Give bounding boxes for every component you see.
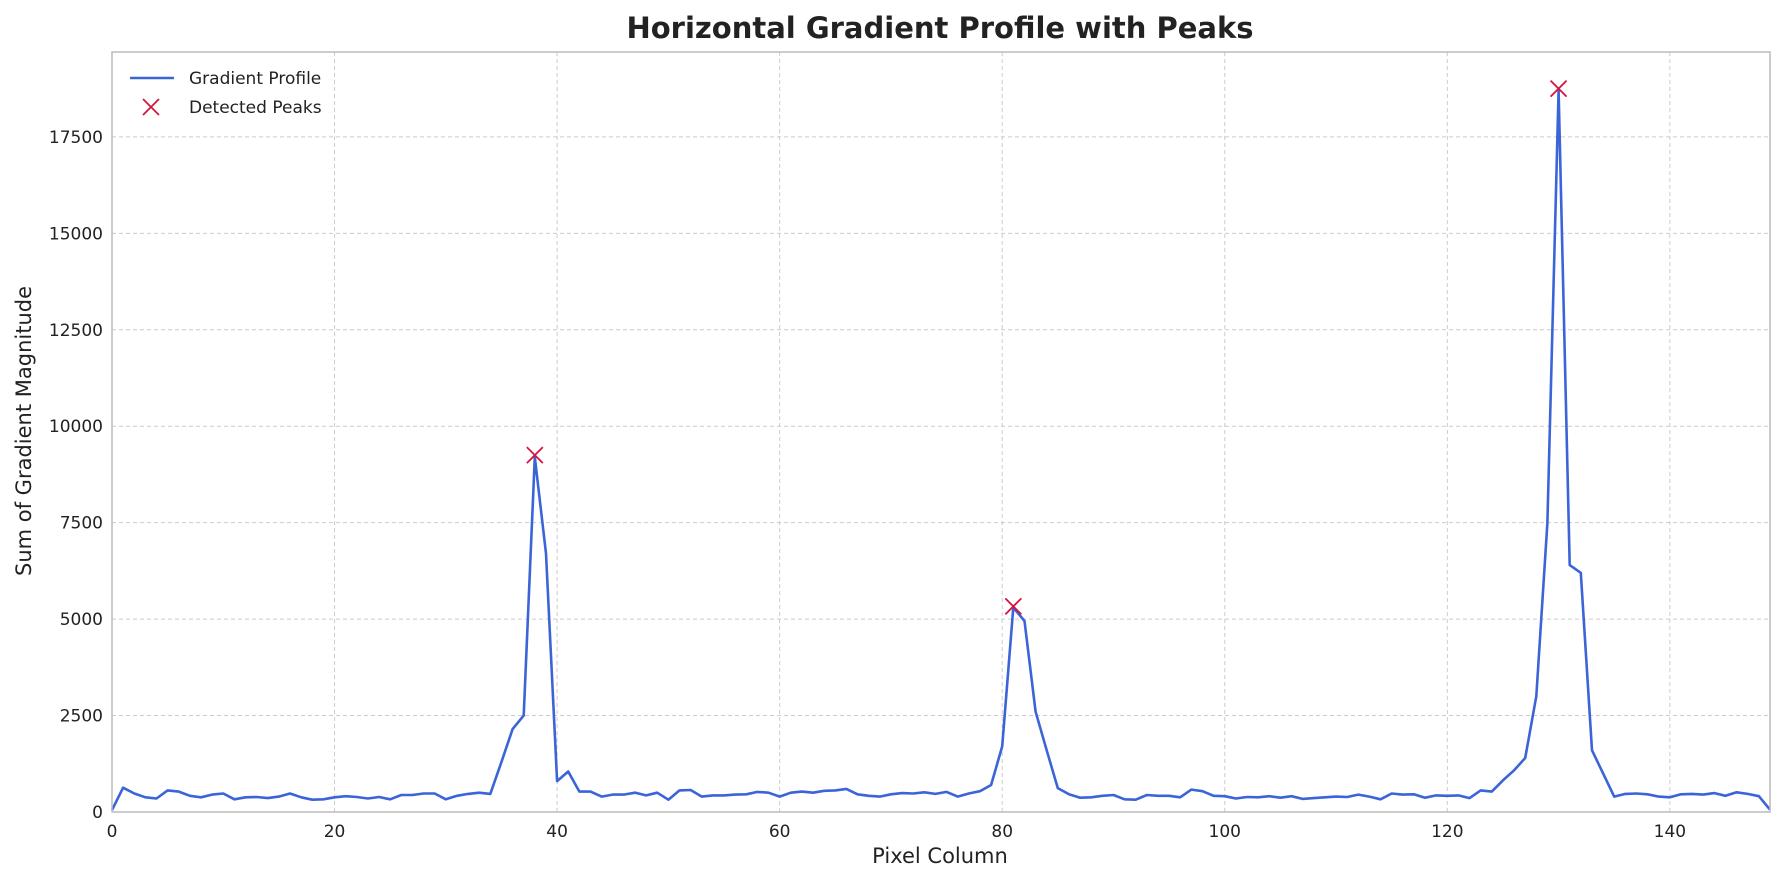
x-tick-label: 0 <box>107 822 118 842</box>
x-tick-label: 60 <box>769 822 791 842</box>
peak-marker <box>1004 597 1022 616</box>
legend-label-gradient-profile: Gradient Profile <box>189 69 321 89</box>
y-tick-label: 5000 <box>60 610 103 630</box>
x-tick-label: 140 <box>1654 822 1686 842</box>
y-tick-label: 17500 <box>49 128 103 148</box>
x-tick-label: 80 <box>991 822 1013 842</box>
legend-x-marker-icon <box>142 98 160 116</box>
tick-labels: 0 20 40 60 80 100 120 140 0 2500 5000 7500 10000 1250… <box>49 128 1686 842</box>
plot-frame <box>111 51 1771 813</box>
series-layer <box>110 80 1772 811</box>
peak-marker <box>1549 80 1568 98</box>
y-tick-label: 10000 <box>49 417 103 437</box>
peak-marker <box>526 446 544 464</box>
x-tick-label: 120 <box>1431 822 1463 842</box>
x-tick-label: 40 <box>546 822 568 842</box>
grid-lines <box>111 52 1770 812</box>
chart-title: Horizontal Gradient Profile with Peaks <box>626 11 1253 45</box>
y-tick-label: 2500 <box>60 707 103 727</box>
y-axis-label: Sum of Gradient Magnitude <box>12 286 36 576</box>
legend-label-detected-peaks: Detected Peaks <box>189 98 322 118</box>
gradient-profile-line <box>110 89 1772 811</box>
y-tick-label: 15000 <box>49 224 103 244</box>
y-tick-label: 12500 <box>49 321 103 341</box>
y-tick-label: 0 <box>92 803 103 823</box>
x-tick-label: 100 <box>1209 822 1241 842</box>
x-tick-label: 20 <box>324 822 346 842</box>
y-tick-label: 7500 <box>60 514 103 534</box>
legend: Gradient Profile Detected Peaks <box>130 69 322 118</box>
x-axis-label: Pixel Column <box>872 844 1008 868</box>
